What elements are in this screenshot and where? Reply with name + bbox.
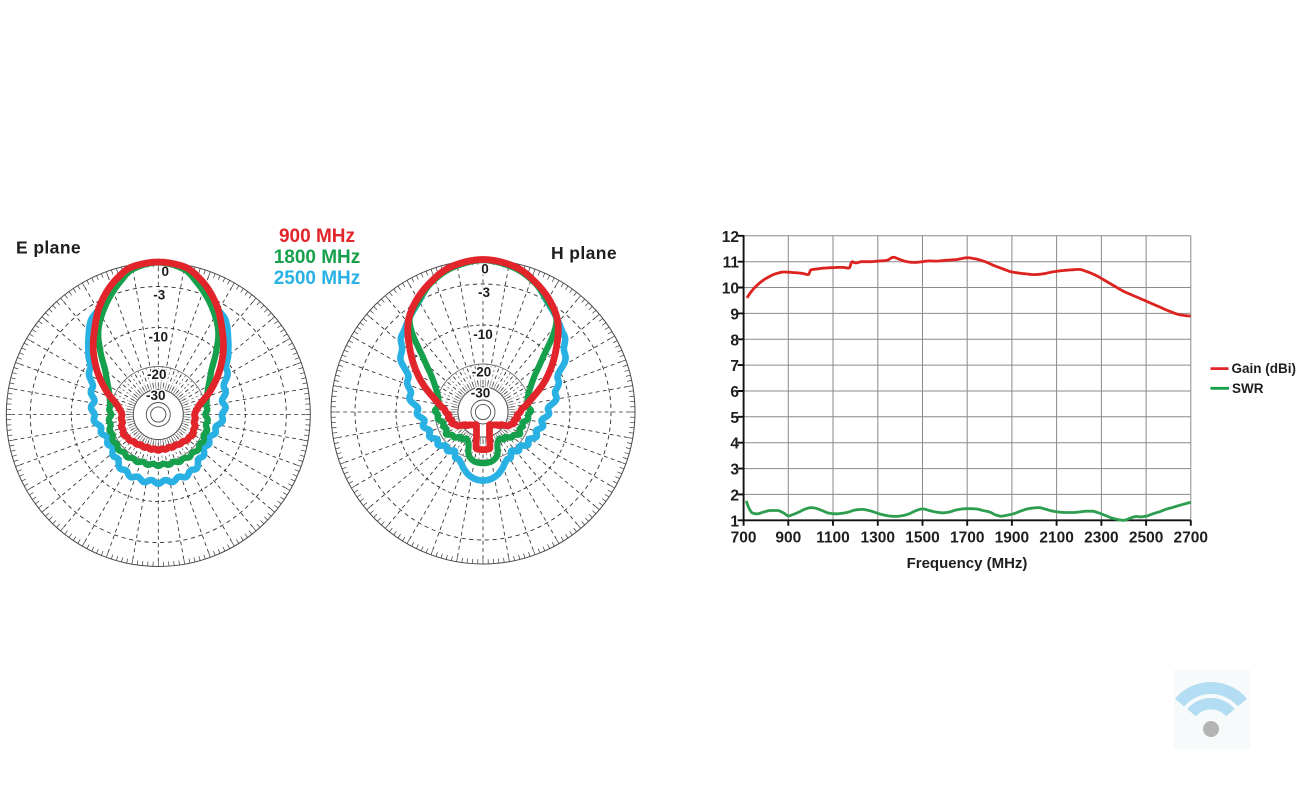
svg-text:900: 900 — [775, 529, 801, 546]
svg-text:-20: -20 — [472, 365, 492, 380]
svg-text:6: 6 — [730, 384, 739, 401]
svg-text:900 MHz: 900 MHz — [279, 226, 355, 247]
svg-text:2100: 2100 — [1039, 529, 1073, 546]
svg-text:5: 5 — [730, 410, 739, 427]
svg-text:-10: -10 — [149, 330, 169, 345]
svg-text:-10: -10 — [473, 327, 493, 342]
svg-text:-20: -20 — [147, 367, 167, 382]
svg-text:0: 0 — [162, 264, 170, 279]
svg-text:1100: 1100 — [816, 529, 850, 546]
svg-text:-30: -30 — [471, 386, 491, 401]
svg-text:2: 2 — [730, 487, 739, 504]
svg-text:0: 0 — [481, 262, 489, 277]
svg-text:4: 4 — [730, 436, 739, 453]
svg-text:1700: 1700 — [950, 529, 984, 546]
svg-text:Frequency (MHz): Frequency (MHz) — [907, 555, 1028, 572]
svg-text:2300: 2300 — [1084, 529, 1118, 546]
svg-text:1900: 1900 — [995, 529, 1029, 546]
svg-text:1800 MHz: 1800 MHz — [274, 247, 361, 268]
svg-text:2700: 2700 — [1174, 529, 1208, 546]
svg-text:-3: -3 — [478, 285, 490, 300]
svg-text:1: 1 — [730, 513, 739, 530]
svg-text:SWR: SWR — [1232, 381, 1264, 396]
svg-text:H plane: H plane — [551, 243, 617, 263]
svg-text:10: 10 — [722, 281, 739, 298]
svg-text:2500: 2500 — [1129, 529, 1163, 546]
svg-text:E plane: E plane — [16, 238, 81, 258]
svg-text:11: 11 — [723, 255, 740, 272]
svg-text:12: 12 — [722, 229, 739, 246]
svg-text:1500: 1500 — [905, 529, 939, 546]
svg-text:9: 9 — [730, 306, 739, 323]
svg-text:2500 MHz: 2500 MHz — [274, 268, 361, 289]
svg-text:Gain (dBi): Gain (dBi) — [1232, 361, 1297, 376]
svg-text:3: 3 — [730, 462, 739, 479]
svg-text:-3: -3 — [153, 288, 165, 303]
svg-text:-30: -30 — [146, 388, 166, 403]
svg-text:1300: 1300 — [861, 529, 895, 546]
svg-text:7: 7 — [730, 358, 739, 375]
svg-text:8: 8 — [730, 332, 739, 349]
svg-text:700: 700 — [731, 529, 757, 546]
